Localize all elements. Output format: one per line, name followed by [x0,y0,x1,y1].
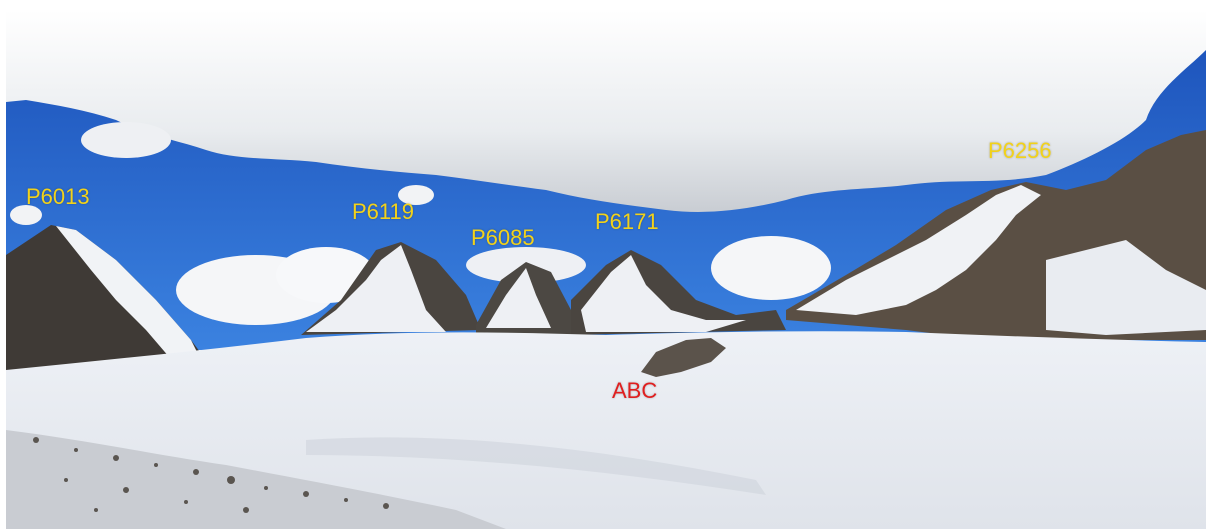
rock-outcrop [641,338,726,377]
snow-shadow [306,437,766,495]
moraine [6,430,506,529]
cloud-puff [398,185,434,205]
peak-right-snow [796,185,1041,315]
peak-left-snow [56,226,206,370]
camp-label-abc: ABC [612,378,658,403]
peak-p6171-snow [581,255,746,332]
cloud-puff [81,122,171,158]
peak-p6119-snow [306,245,446,332]
peak-p6085-snow [486,268,551,328]
cloud-low [711,236,831,300]
peak-label-p6119: P6119 [352,199,414,224]
mountain-panorama-photo: P6013 P6119 P6085 P6171 P6256 ABC [6,10,1206,529]
peak-right-snow-2 [1046,240,1206,335]
peak-label-p6085: P6085 [471,225,535,250]
peak-label-p6256: P6256 [988,138,1052,163]
peak-label-p6171: P6171 [595,209,659,234]
cloud-bank [6,10,1206,212]
glacier [6,331,1206,529]
moraine-stones [33,437,389,513]
peak-label-p6013: P6013 [26,184,90,209]
cloud-puff [10,205,42,225]
landscape-illustration [6,10,1206,529]
